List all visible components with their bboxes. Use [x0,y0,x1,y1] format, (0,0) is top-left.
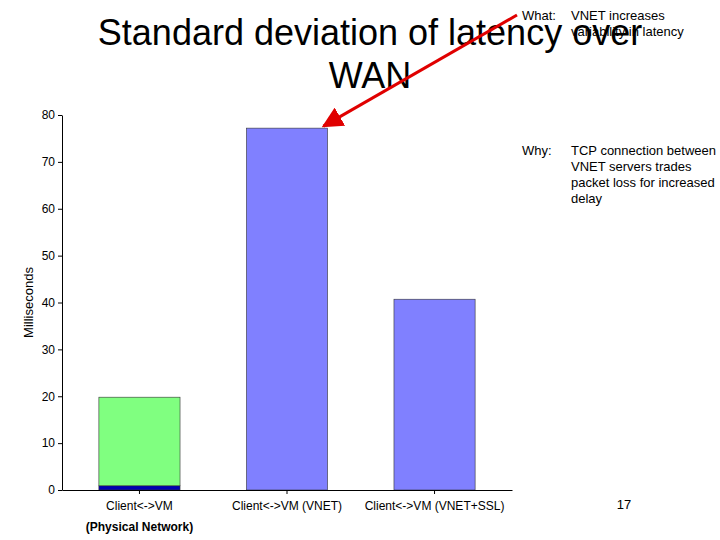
text-line: delay [571,191,603,206]
text-line: Standard deviation of latency over [98,12,642,53]
chart: Standard deviation of latency overWAN 0 10… [0,0,720,540]
y-tick-mark [58,490,62,491]
y-tick: 0 [48,483,62,497]
page-number: 17 [617,497,631,512]
annotation-label: Why: [522,143,552,158]
y-tick-mark [58,349,62,350]
annotation-text: VNET increasesvariability in latency [571,8,684,39]
x-tick-label: Client<->VM (VNET+SSL) [365,499,505,513]
y-tick: 50 [42,249,62,263]
text-line: packet loss for increased [571,175,715,190]
x-tick-label: Client<->VM (VNET) [232,499,342,513]
y-tick-mark [58,162,62,163]
x-tick-mark [139,490,140,494]
annotation-text: TCP connection betweenVNET servers trade… [571,143,716,206]
y-tick: 40 [42,296,62,310]
title: Standard deviation of latency overWAN [98,12,642,96]
y-tick-mark [58,396,62,397]
x-tick-label: Client<->VM [106,499,173,513]
y-tick: 60 [42,202,62,216]
y-tick-label: 70 [42,155,56,169]
bar [246,128,327,490]
y-tick: 10 [42,436,62,450]
y-tick: 80 [42,108,62,122]
x-tick: Client<->VM [106,490,173,513]
text-line: variability in latency [571,24,684,39]
y-tick-label: 0 [48,483,55,497]
y-tick-label: 80 [42,108,56,122]
x-tick: Client<->VM (VNET+SSL) [365,490,505,513]
y-tick-mark [58,256,62,257]
y-tick-label: 10 [42,436,56,450]
x-tick-mark [287,490,288,494]
y-tick-mark [58,443,62,444]
y-tick-label: 60 [42,202,56,216]
category-note: (Physical Network) [86,520,193,534]
x-axis: Client<->VM Client<->VM (VNET) Client<->VM… [63,490,513,513]
y-tick-mark [58,115,62,116]
y-tick-mark [58,303,62,304]
arrow [324,15,517,126]
y-axis-title: Milliseconds [21,267,36,338]
y-axis: 0 10 20 30 40 50 60 70 80 [42,108,63,497]
y-tick-mark [58,209,62,210]
text-line: TCP connection between [571,143,716,158]
y-tick-label: 50 [42,249,56,263]
y-tick-label: 30 [42,343,56,357]
x-tick-mark [434,490,435,494]
y-tick-label: 40 [42,296,56,310]
bar [99,486,180,490]
y-axis-line [62,116,63,491]
bars [99,128,475,490]
annotation-label: What: [522,8,556,23]
y-tick: 30 [42,343,62,357]
y-tick-label: 20 [42,390,56,404]
text-line: WAN [329,55,412,96]
y-tick: 20 [42,390,62,404]
bar [394,299,475,490]
x-tick: Client<->VM (VNET) [232,490,342,513]
text-line: VNET servers trades [571,159,692,174]
text-line: VNET increases [571,8,665,23]
y-tick: 70 [42,155,62,169]
bar [99,397,180,486]
